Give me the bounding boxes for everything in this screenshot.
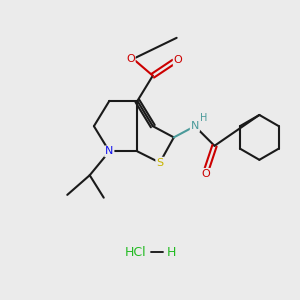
Text: HCl: HCl: [125, 246, 147, 259]
Text: O: O: [126, 54, 135, 64]
Text: H: H: [166, 246, 176, 259]
Text: N: N: [105, 146, 113, 156]
Text: O: O: [202, 169, 211, 179]
Text: H: H: [200, 113, 207, 123]
Text: O: O: [174, 55, 182, 65]
Text: N: N: [191, 121, 199, 131]
Text: S: S: [156, 158, 164, 168]
